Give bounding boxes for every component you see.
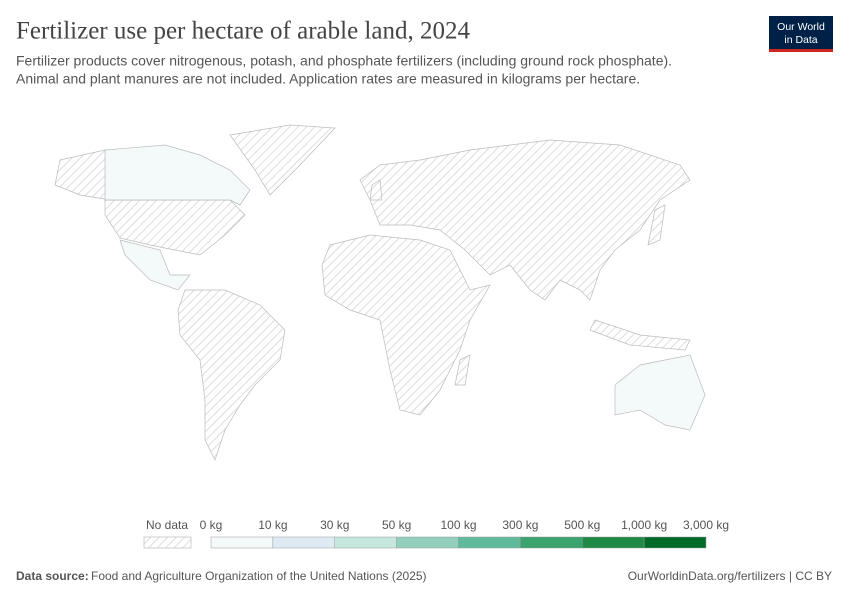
legend: No data 0 kg 10 kg 30 kg 50 kg 100 kg 300 kg 5… (143, 518, 729, 549)
country[interactable] (229, 124, 336, 196)
country[interactable] (359, 139, 691, 301)
country[interactable] (104, 144, 251, 206)
legend-label: 0 kg (200, 518, 223, 532)
legend-bin (582, 536, 645, 549)
logo[interactable] (769, 16, 833, 52)
legend-label: 50 kg (382, 518, 411, 532)
legend-bin (272, 536, 335, 549)
country[interactable] (104, 199, 246, 256)
url[interactable]: OurWorldinData.org/fertilizers | CC BY (628, 569, 832, 583)
logo-bar (769, 49, 833, 52)
map (54, 124, 706, 461)
legend-label: No data (146, 518, 188, 532)
legend-bin (334, 536, 397, 549)
logo-text: in Data (784, 34, 817, 46)
legend-label: 300 kg (502, 518, 538, 532)
legend-label: 3,000 kg (683, 518, 729, 532)
country[interactable] (589, 319, 691, 351)
country[interactable] (647, 204, 666, 246)
legend-bin (210, 536, 274, 549)
legend-label: 100 kg (440, 518, 476, 532)
legend-swatch[interactable] (143, 536, 192, 549)
subtitle: Fertilizer products cover nitrogenous, p… (16, 53, 672, 69)
source: Food and Agriculture Organization of the… (91, 569, 427, 583)
country[interactable] (369, 179, 383, 201)
country[interactable] (614, 354, 706, 431)
legend-label: 1,000 kg (621, 518, 667, 532)
country[interactable] (54, 149, 111, 201)
country[interactable] (321, 234, 491, 416)
source-label: Data source: (16, 569, 89, 583)
legend-bin (520, 536, 583, 549)
legend-label: 500 kg (564, 518, 600, 532)
legend-label: 10 kg (258, 518, 287, 532)
legend-label: 30 kg (320, 518, 349, 532)
logo-text: Our World (777, 21, 825, 33)
legend-bin (458, 536, 521, 549)
subtitle: Animal and plant manures are not include… (16, 71, 640, 87)
legend-bin (396, 536, 459, 549)
country[interactable] (454, 354, 471, 386)
country[interactable] (119, 239, 191, 291)
country[interactable] (177, 289, 286, 461)
title: Fertilizer use per hectare of arable lan… (16, 18, 470, 45)
legend-bin (643, 536, 707, 549)
